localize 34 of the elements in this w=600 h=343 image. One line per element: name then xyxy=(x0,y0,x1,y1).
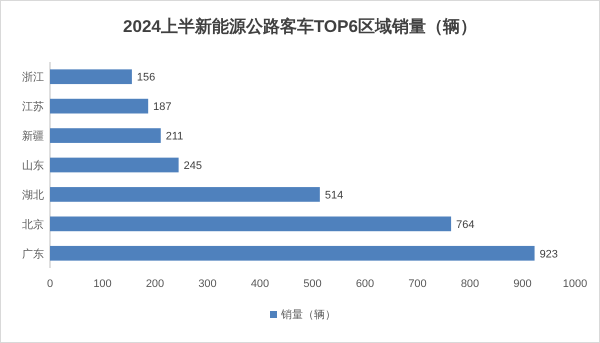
x-tick-label: 600 xyxy=(356,278,374,290)
bar xyxy=(50,128,161,143)
bar xyxy=(50,158,179,172)
x-tick-label: 700 xyxy=(408,278,427,290)
data-label: 211 xyxy=(166,130,184,143)
x-tick-label: 900 xyxy=(513,278,532,290)
x-tick-label: 500 xyxy=(303,278,322,290)
bar xyxy=(50,246,535,261)
y-tick-label: 浙江 xyxy=(22,70,44,84)
y-tick-label: 新疆 xyxy=(22,130,44,143)
x-tick-label: 200 xyxy=(146,278,164,290)
bar xyxy=(50,216,452,232)
x-tick-label: 400 xyxy=(250,278,270,290)
y-tick-label: 湖北 xyxy=(22,188,44,202)
x-tick-label: 800 xyxy=(460,278,480,290)
bar xyxy=(50,69,132,84)
data-label: 764 xyxy=(456,218,474,231)
bar xyxy=(50,187,320,202)
bar xyxy=(50,98,148,114)
y-tick-label: 江苏 xyxy=(22,100,44,114)
y-tick-label: 北京 xyxy=(22,218,44,231)
x-tick-label: 300 xyxy=(198,278,217,290)
data-label: 156 xyxy=(136,72,156,84)
y-tick-label: 山东 xyxy=(22,159,44,172)
data-label: 514 xyxy=(324,189,344,202)
data-label: 245 xyxy=(184,160,202,172)
x-tick-label: 1000 xyxy=(562,278,588,290)
chart-title: 2024上半新能源公路客车TOP6区域销量（辆） xyxy=(123,17,477,36)
data-label: 923 xyxy=(540,248,558,260)
data-label: 187 xyxy=(153,101,172,114)
x-tick-label: 0 xyxy=(46,278,54,290)
legend-label: 销量（辆） xyxy=(280,309,336,321)
x-tick-label: 100 xyxy=(93,278,112,290)
y-tick-label: 广东 xyxy=(22,247,44,260)
